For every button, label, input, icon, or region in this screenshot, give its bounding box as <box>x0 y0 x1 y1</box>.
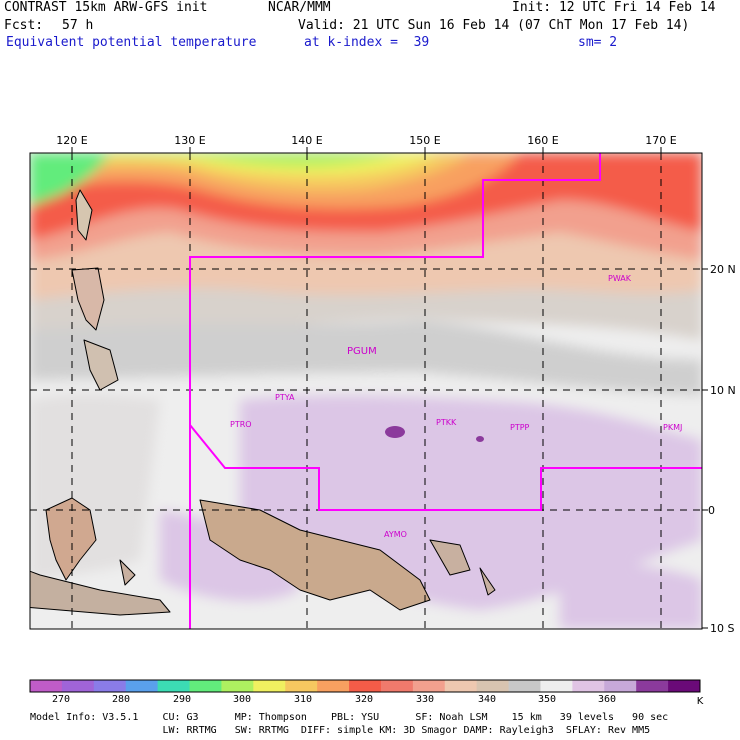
colorbar-label-350: 350 <box>537 694 557 705</box>
colorbar-swatch <box>636 680 669 692</box>
station-pgum: PGUM <box>347 346 377 357</box>
colorbar-swatch <box>380 680 414 692</box>
lon-label-140: 140 E <box>291 134 322 147</box>
colorbar-label-330: 330 <box>415 694 435 705</box>
field-shading <box>30 153 702 629</box>
station-pwak: PWAK <box>608 274 632 283</box>
colorbar-swatch <box>668 680 701 692</box>
model-title: CONTRAST 15km ARW-GFS init <box>4 0 208 15</box>
field-name: Equivalent potential temperature <box>6 35 257 50</box>
colorbar-swatch <box>221 680 254 692</box>
lat-label-10s: 10 S <box>710 622 734 635</box>
colorbar-unit: K <box>697 696 704 707</box>
station-pkmj: PKMJ <box>663 423 682 432</box>
colorbar-label-300: 300 <box>232 694 252 705</box>
map-frame <box>29 152 703 630</box>
lat-label-20n: 20 N <box>710 263 736 276</box>
organization: NCAR/MMM <box>268 0 331 15</box>
colorbar-label-280: 280 <box>111 694 131 705</box>
lon-label-170: 170 E <box>645 134 676 147</box>
colorbar-swatch <box>93 680 127 692</box>
station-ptkk: PTKK <box>436 418 457 427</box>
vertical-level: at k-index = 39 <box>304 35 430 50</box>
smoothing: sm= 2 <box>578 35 618 50</box>
colorbar-swatch <box>540 680 573 692</box>
station-ptya: PTYA <box>275 393 295 402</box>
colorbar-swatch <box>412 680 446 692</box>
colorbar-swatch <box>253 680 286 692</box>
colorbar-swatch <box>349 680 382 692</box>
colorbar-swatch <box>157 680 191 692</box>
colorbar-swatch <box>508 680 541 692</box>
forecast-label: Fcst: <box>4 18 44 33</box>
colorbar-label-290: 290 <box>172 694 192 705</box>
forecast-hour: 57 h <box>62 18 94 33</box>
colorbar-label-310: 310 <box>293 694 313 705</box>
lon-label-130: 130 E <box>174 134 205 147</box>
colorbar-swatch <box>572 680 605 692</box>
lon-label-160: 160 E <box>527 134 558 147</box>
colorbar-swatch <box>61 680 95 692</box>
colorbar-label-340: 340 <box>477 694 497 705</box>
model-info-line-2: LW: RRTMG SW: RRTMG DIFF: simple KM: 3D … <box>30 725 651 736</box>
station-ptro: PTRO <box>230 420 252 429</box>
colorbar-outline <box>29 679 701 693</box>
lon-label-150: 150 E <box>409 134 440 147</box>
colorbar-swatch <box>285 680 318 692</box>
colorbar-swatch <box>30 680 63 692</box>
lat-label-10n: 10 N <box>710 384 736 397</box>
colorbar-swatch <box>189 680 222 692</box>
colorbar-swatch <box>444 680 478 692</box>
colorbar-swatch <box>317 680 350 692</box>
model-info-line-1: Model Info: V3.5.1 CU: G3 MP: Thompson P… <box>30 712 669 723</box>
valid-time: Valid: 21 UTC Sun 16 Feb 14 (07 ChT Mon … <box>298 18 690 33</box>
area-boundary <box>189 153 702 629</box>
colorbar-swatch <box>476 680 510 692</box>
lat-label-0: 0 <box>708 504 715 517</box>
station-ptpp: PTPP <box>510 423 530 432</box>
colorbar-label-270: 270 <box>51 694 71 705</box>
colorbar-label-360: 360 <box>597 694 617 705</box>
init-time: Init: 12 UTC Fri 14 Feb 14 <box>512 0 716 15</box>
colorbar-swatch <box>604 680 637 692</box>
colorbar-swatch <box>125 680 159 692</box>
lon-label-120: 120 E <box>56 134 87 147</box>
colorbar <box>29 679 701 693</box>
station-aymo: AYMO <box>384 530 407 539</box>
colorbar-label-320: 320 <box>354 694 374 705</box>
